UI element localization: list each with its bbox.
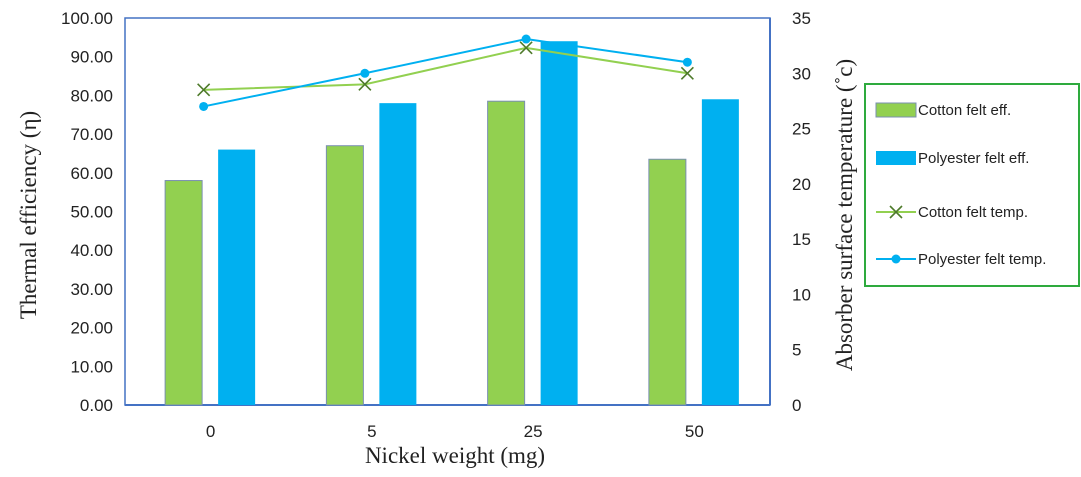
bar: [379, 103, 417, 405]
legend-swatch: [876, 151, 916, 165]
y2-axis-title: Absorber surface temperature (˚c): [832, 59, 857, 371]
legend-marker: [891, 254, 901, 264]
x-tick-label: 5: [367, 422, 376, 441]
bar: [325, 145, 364, 406]
bar: [487, 100, 526, 406]
y2-tick-label: 10: [792, 285, 811, 304]
y-tick-label: 100.00: [61, 9, 113, 28]
tick-labels: 0.00 10.00 20.00 30.00 40.00 50.00 60.00 70.00 8…: [61, 9, 811, 441]
point: [519, 41, 533, 55]
y-tick-label: 60.00: [70, 164, 113, 183]
y-tick-label: 80.00: [70, 86, 113, 105]
point-stroke: [358, 77, 372, 91]
y-tick-label: 40.00: [70, 241, 113, 260]
legend-marker: [889, 205, 903, 219]
point: [197, 83, 211, 97]
y2-tick-label: 5: [792, 341, 801, 360]
point-stroke: [680, 66, 694, 80]
y-tick-label: 30.00: [70, 280, 113, 299]
x-tick-label: 50: [685, 422, 704, 441]
y2-tick-label: 15: [792, 230, 811, 249]
legend-label: Polyester felt temp.: [918, 251, 1046, 268]
y-tick-label: 0.00: [80, 396, 113, 415]
legend-box: [864, 83, 1080, 287]
y-tick-label: 90.00: [70, 48, 113, 67]
y-tick-label: 10.00: [70, 357, 113, 376]
point-stroke: [197, 83, 211, 97]
point-stroke: [519, 41, 533, 55]
series-line: [203, 46, 688, 91]
point: [521, 34, 531, 44]
x-axis-title: Nickel weight (mg): [365, 443, 545, 468]
point: [682, 57, 692, 67]
y-axis-title: Thermal efficiency (η): [16, 111, 41, 319]
legend-label: Polyester felt eff.: [918, 150, 1029, 167]
legend: Cotton felt eff. Polyester felt eff. Cotto…: [864, 83, 1080, 287]
x-tick-label: 0: [206, 422, 215, 441]
y2-tick-label: 35: [792, 9, 811, 28]
y-tick-label: 20.00: [70, 319, 113, 338]
point: [199, 101, 209, 111]
bar: [648, 158, 687, 406]
y2-tick-label: 0: [792, 396, 801, 415]
bar: [701, 99, 739, 406]
y-tick-label: 50.00: [70, 203, 113, 222]
y2-tick-label: 20: [792, 175, 811, 194]
line-layer: [197, 34, 694, 111]
y2-tick-label: 30: [792, 64, 811, 83]
legend-swatch: [875, 102, 917, 118]
point: [358, 77, 372, 91]
legend-label: Cotton felt temp.: [918, 204, 1028, 221]
bar-layer: [164, 41, 739, 406]
y-tick-label: 70.00: [70, 125, 113, 144]
bar: [540, 41, 578, 405]
legend-label: Cotton felt eff.: [918, 102, 1011, 119]
x-tick-label: 25: [524, 422, 543, 441]
series-line: [203, 37, 688, 108]
y2-tick-label: 25: [792, 120, 811, 139]
point: [360, 68, 370, 78]
bar: [218, 149, 256, 405]
point: [680, 66, 694, 80]
bar: [164, 180, 203, 406]
